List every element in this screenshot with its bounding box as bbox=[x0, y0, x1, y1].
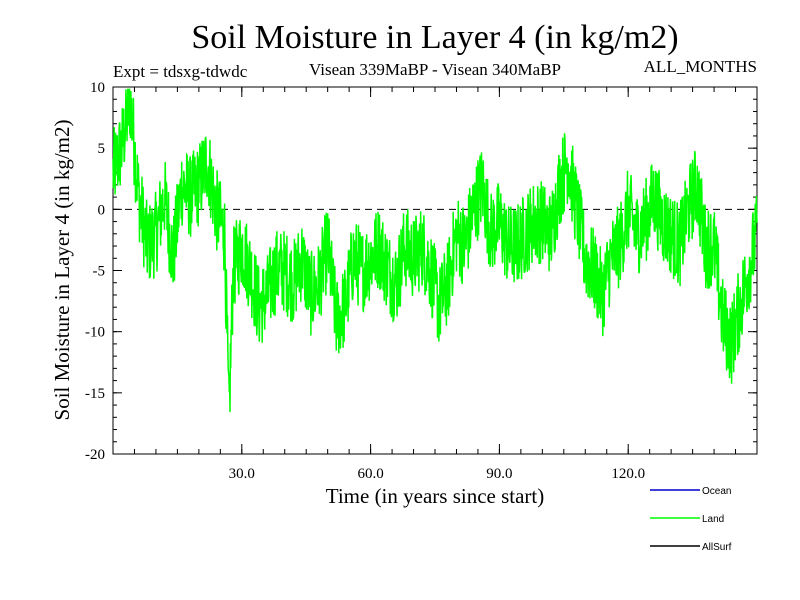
x-axis-label: Time (in years since start) bbox=[326, 484, 545, 508]
y-tick-label: 10 bbox=[90, 80, 105, 96]
y-tick-label: -15 bbox=[85, 386, 105, 402]
x-tick-label: 30.0 bbox=[229, 466, 255, 482]
x-tick-label: 90.0 bbox=[486, 466, 512, 482]
legend: Ocean Land AllSurf bbox=[650, 486, 732, 553]
legend-label-allsurf: AllSurf bbox=[702, 542, 732, 553]
y-tick-label: 5 bbox=[98, 141, 106, 157]
chart-title: Soil Moisture in Layer 4 (in kg/m2) bbox=[191, 19, 678, 56]
legend-label-ocean: Ocean bbox=[702, 486, 731, 497]
x-tick-label: 120.0 bbox=[611, 466, 645, 482]
y-tick-label: -5 bbox=[93, 264, 106, 280]
y-tick-label: -20 bbox=[85, 447, 105, 463]
y-axis-label: Soil Moisture in Layer 4 (in kg/m2) bbox=[50, 120, 74, 421]
x-tick-label: 60.0 bbox=[357, 466, 383, 482]
experiment-label: Expt = tdsxg-tdwdc bbox=[113, 62, 248, 81]
legend-label-land: Land bbox=[702, 514, 724, 525]
months-label: ALL_MONTHS bbox=[644, 57, 757, 76]
plot-layer: 30.0 60.0 90.0 120.0 10 5 0 -5 -10 -15 -20 bbox=[85, 80, 758, 482]
period-label: Visean 339MaBP - Visean 340MaBP bbox=[309, 60, 561, 79]
series-line-land bbox=[112, 88, 758, 413]
y-tick-label: -10 bbox=[85, 325, 105, 341]
y-tick-label: 0 bbox=[98, 202, 106, 218]
